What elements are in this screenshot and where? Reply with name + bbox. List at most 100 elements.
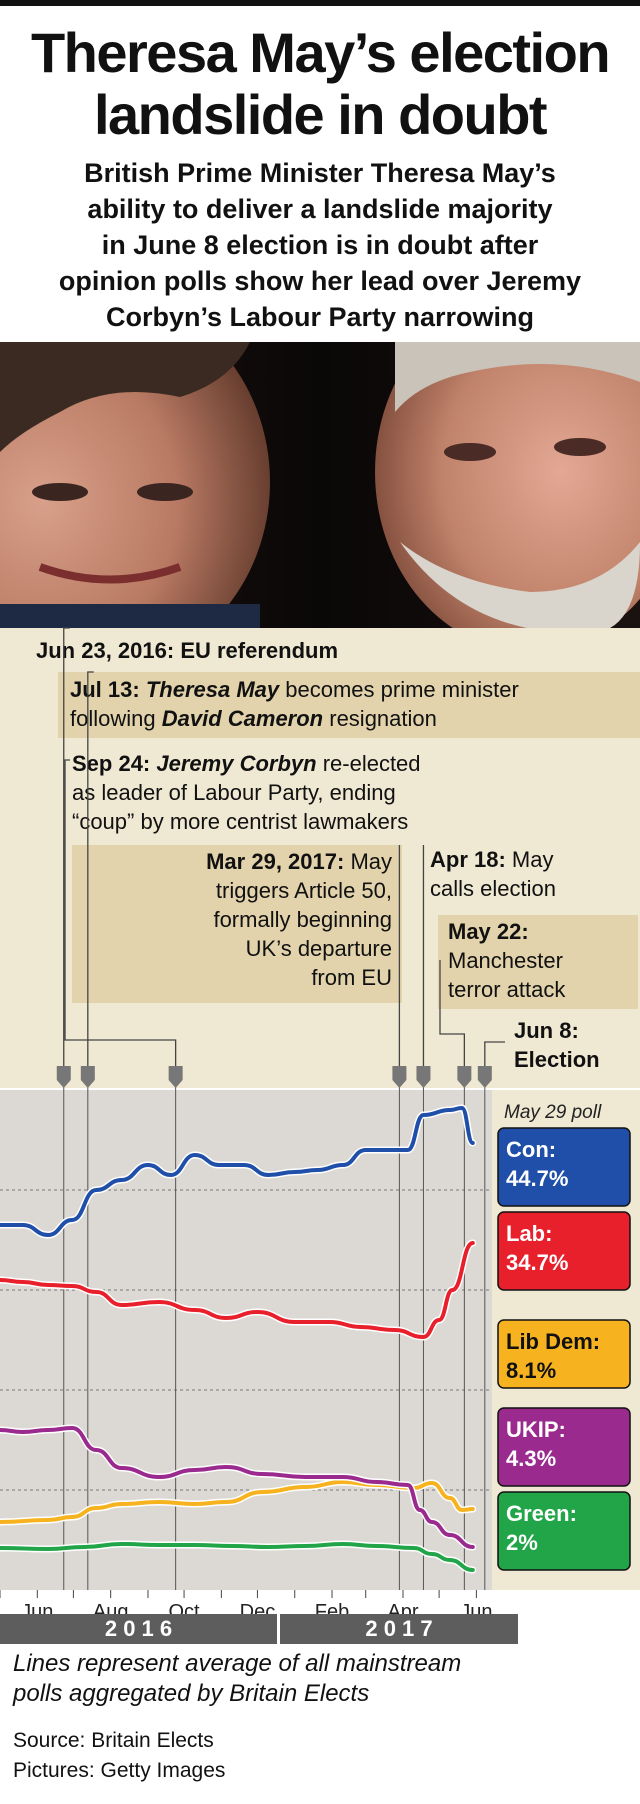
event-connectors [63,627,505,1066]
legend-name: Lab: [506,1221,552,1246]
event-markers [56,1066,492,1590]
event-election-call-line2: calls election [430,876,556,901]
event-article-50-line3: formally beginning [213,907,392,932]
subtitle-line-2: ability to deliver a landslide majority [87,194,553,224]
corbyn-face [375,342,640,628]
may-face [0,342,270,628]
event-manchester-line3: terror attack [448,977,566,1002]
legend-value: 4.3% [506,1446,556,1471]
headline-line-1: Theresa May’s election [30,21,611,84]
legend-name: Con: [506,1137,556,1162]
event-marker [392,1066,407,1088]
event-may-pm-date: Jul 13: [70,677,140,702]
plot-area [0,1090,492,1590]
event-corbyn-name: Jeremy Corbyn [156,751,317,776]
event-corbyn-text: re-elected [322,751,421,776]
legend-item-green: Green: 2% [497,1491,631,1571]
event-marker [168,1066,183,1088]
legend-item-lab: Lab: 34.7% [497,1211,631,1291]
event-corbyn: Sep 24: Jeremy Corbyn re-elected as lead… [72,749,421,836]
event-may-pm-text: becomes prime minister [285,677,519,702]
event-corbyn-line3: “coup” by more centrist lawmakers [72,809,409,834]
footnote: Lines represent average of all mainstrea… [13,1649,633,1709]
event-may-pm: Jul 13: Theresa May becomes prime minist… [58,672,640,738]
event-eu-referendum-date: Jun 23, 2016: [36,638,175,663]
series-lines [0,1104,477,1574]
event-may-pm-resignation: resignation [329,706,437,731]
event-election-call: Apr 18: May calls election [430,845,556,903]
footnote-line-2: polls aggregated by Britain Elects [13,1680,370,1707]
event-connector [484,1041,505,1066]
legend-swatch [497,1127,631,1207]
event-article-50-line4: UK’s departure [245,936,392,961]
event-article-50-text: May [350,849,392,874]
event-marker [80,1066,95,1088]
event-article-50-line2: triggers Article 50, [215,878,392,903]
legend: Con: 44.7% Lab: 34.7% Lib Dem: 8.1% UKIP: 4.3% G… [497,1127,631,1571]
subtitle-line-4: opinion polls show her lead over Jeremy [58,266,582,296]
series-line-ukip [0,1425,475,1549]
year-divider [277,1614,280,1644]
poll-chart: Jun Aug Oct Dec Feb Apr Jun May 29 poll Con:44… [0,627,640,1623]
pictures-credit: Pictures: Getty Images [13,1759,226,1782]
legend-item-con: Con: 44.7% [497,1127,631,1207]
event-article-50-date: Mar 29, 2017: [206,849,345,874]
subtitle-line-1: British Prime Minister Theresa May’s [84,158,556,188]
subtitle-line-3: in June 8 election is in doubt after [101,230,539,260]
legend-name: Green: [506,1501,577,1526]
series-line-lib-dem [0,1479,475,1524]
event-election-date: Jun 8: [514,1018,579,1043]
legend-value: 44.7% [506,1166,568,1191]
event-connector [87,671,94,1066]
legend-swatch [497,1319,631,1389]
legend-swatch [497,1211,631,1291]
legend-swatch [497,1491,631,1571]
event-connector [64,759,177,1066]
event-eu-referendum-text: EU referendum [180,638,339,663]
event-eu-referendum: Jun 23, 2016: EU referendum [36,636,338,665]
event-connector [63,627,70,1066]
event-marker [477,1066,492,1088]
event-election-call-text: May [511,847,554,872]
event-manchester-date: May 22: [448,919,529,944]
legend-swatch [497,1407,631,1487]
legend-value: 8.1% [506,1358,556,1383]
headline: Theresa May’s election landslide in doub… [0,22,640,146]
event-connector [439,960,466,1066]
event-marker [416,1066,431,1088]
event-may-pm-cameron: David Cameron [161,706,324,731]
legend-item-lib-dem: Lib Dem: 8.1% [497,1319,631,1389]
corbyn-beard [400,542,640,628]
event-election-line2: Election [514,1047,600,1072]
event-article-50-line5: from EU [311,965,392,990]
legend-value: 2% [506,1530,538,1555]
legend-name: UKIP: [506,1417,566,1442]
subtitle: British Prime Minister Theresa May’s abi… [10,155,630,335]
legend-name: Lib Dem: [506,1329,600,1354]
event-manchester-line2: Manchester [448,948,563,973]
event-article-50: Mar 29, 2017: May triggers Article 50, f… [72,845,402,1003]
event-manchester: May 22: Manchester terror attack [438,915,638,1009]
event-election: Jun 8: Election [514,1016,600,1074]
footnote-line-1: Lines represent average of all mainstrea… [13,1650,462,1677]
series-line-con [0,1105,475,1238]
series-line-lab [0,1241,475,1340]
subtitle-line-5: Corbyn’s Labour Party narrowing [105,302,535,332]
event-corbyn-line2: as leader of Labour Party, ending [72,780,396,805]
event-election-call-date: Apr 18: [430,847,506,872]
may-hair [0,342,250,452]
source-credit: Source: Britain Elects [13,1729,214,1752]
year-2016: 2 0 1 6 [0,1614,277,1644]
year-2017: 2 0 1 7 [280,1614,518,1644]
photo-may-and-corbyn [0,342,640,628]
event-corbyn-date: Sep 24: [72,751,151,776]
series-line-green [0,1541,475,1572]
legend-item-ukip: UKIP: 4.3% [497,1407,631,1487]
headline-line-2: landslide in doubt [93,83,548,146]
event-marker [56,1066,71,1088]
event-may-pm-name: Theresa May [145,677,280,702]
top-rule [0,0,640,6]
event-may-pm-following: following [70,706,156,731]
legend-value: 34.7% [506,1250,568,1275]
legend-title: May 29 poll [504,1102,602,1123]
